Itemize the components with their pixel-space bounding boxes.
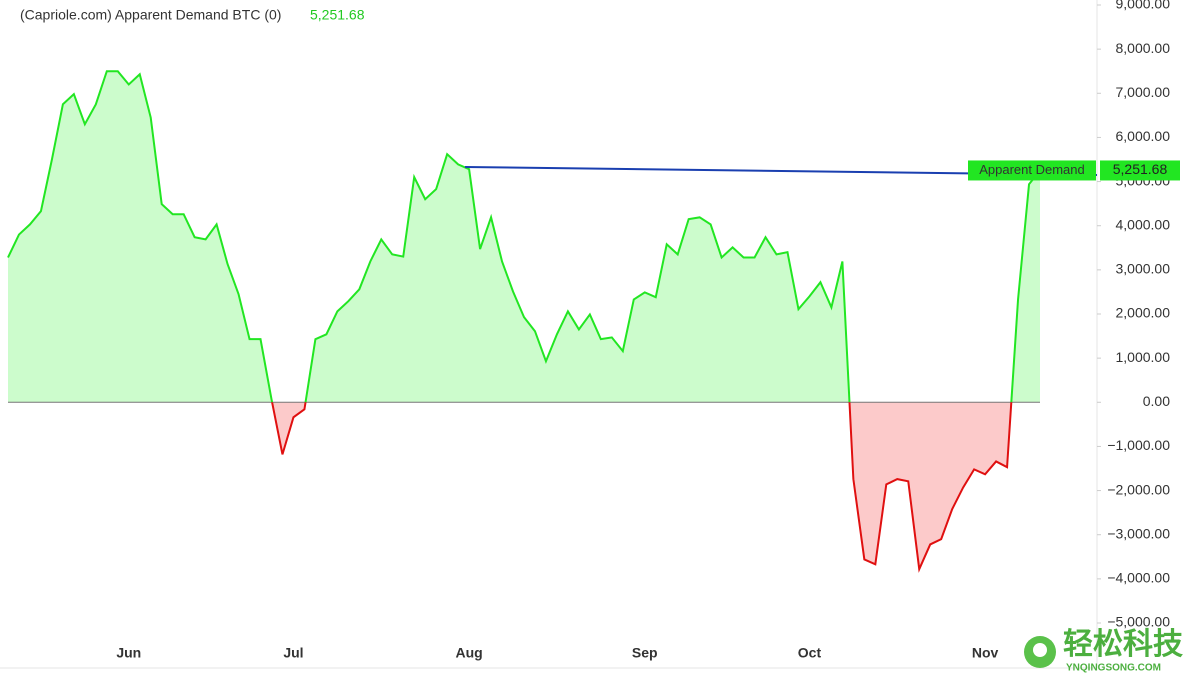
y-tick-label: −2,000.00: [1107, 481, 1170, 497]
x-tick-label: Oct: [798, 645, 822, 661]
watermark-icon: [1033, 643, 1047, 657]
y-tick-label: 2,000.00: [1116, 305, 1171, 321]
x-tick-label: Aug: [455, 645, 482, 661]
line-positive: [7, 70, 1041, 403]
value-tag-label: 5,251.68: [1113, 161, 1168, 177]
y-tick-label: −1,000.00: [1107, 437, 1170, 453]
series-tag-label: Apparent Demand: [979, 162, 1085, 177]
value-tag: [1100, 160, 1180, 181]
y-tick-label: 0.00: [1143, 393, 1170, 409]
plot: [7, 70, 1041, 573]
x-tick-label: Nov: [972, 645, 999, 661]
y-tick-label: 3,000.00: [1116, 261, 1171, 277]
x-tick-label: Jul: [283, 645, 303, 661]
y-tick-label: 7,000.00: [1116, 84, 1171, 100]
x-tick-label: Sep: [632, 645, 658, 661]
y-tick-label: 6,000.00: [1116, 128, 1171, 144]
chart-title: (Capriole.com) Apparent Demand BTC (0): [20, 7, 281, 23]
line-negative: [271, 402, 1013, 573]
area-positive: [8, 71, 1040, 403]
watermark-url: YNQINGSONG.COM: [1066, 663, 1161, 674]
y-tick-label: −5,000.00: [1107, 614, 1170, 630]
header-value: 5,251.68: [310, 7, 365, 23]
y-tick-label: −3,000.00: [1107, 525, 1170, 541]
y-tick-label: 9,000.00: [1116, 0, 1171, 12]
y-tick-label: 4,000.00: [1116, 216, 1171, 232]
x-tick-label: Jun: [116, 645, 141, 661]
watermark-title: 轻松科技: [1063, 628, 1183, 661]
watermark: 轻松科技 YNQINGSONG.COM: [1024, 628, 1183, 674]
area-negative: [8, 402, 1040, 570]
y-tick-label: 8,000.00: [1116, 40, 1171, 56]
series-tag: [968, 160, 1096, 181]
y-tick-label: −4,000.00: [1107, 570, 1170, 586]
y-tick-label: 1,000.00: [1116, 349, 1171, 365]
